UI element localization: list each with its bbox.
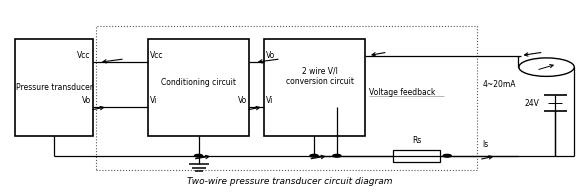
- Text: Vo: Vo: [82, 96, 91, 105]
- Text: Vcc: Vcc: [78, 51, 91, 60]
- Bar: [394, 150, 439, 162]
- Text: Conditioning circuit: Conditioning circuit: [161, 78, 236, 87]
- Text: Vcc: Vcc: [151, 51, 164, 60]
- Bar: [148, 39, 249, 136]
- Bar: [96, 26, 477, 170]
- Text: Rs: Rs: [412, 136, 422, 145]
- Text: Pressure transducer: Pressure transducer: [16, 83, 93, 92]
- Text: 24V: 24V: [524, 99, 539, 108]
- Text: Is: Is: [482, 140, 488, 149]
- Circle shape: [195, 154, 203, 157]
- Text: Voltage feedback: Voltage feedback: [369, 88, 435, 97]
- Text: 4~20mA: 4~20mA: [482, 80, 516, 89]
- Bar: [15, 39, 93, 136]
- Circle shape: [333, 154, 341, 157]
- Circle shape: [310, 154, 318, 157]
- Text: 2 wire V/I
conversion circuit: 2 wire V/I conversion circuit: [286, 66, 354, 86]
- Text: Vi: Vi: [151, 96, 157, 105]
- Text: Vi: Vi: [266, 96, 273, 105]
- Circle shape: [443, 154, 451, 157]
- Text: Vo: Vo: [237, 96, 247, 105]
- Text: Vo: Vo: [266, 51, 275, 60]
- Text: Two-wire pressure transducer circuit diagram: Two-wire pressure transducer circuit dia…: [187, 177, 392, 186]
- Bar: [263, 39, 365, 136]
